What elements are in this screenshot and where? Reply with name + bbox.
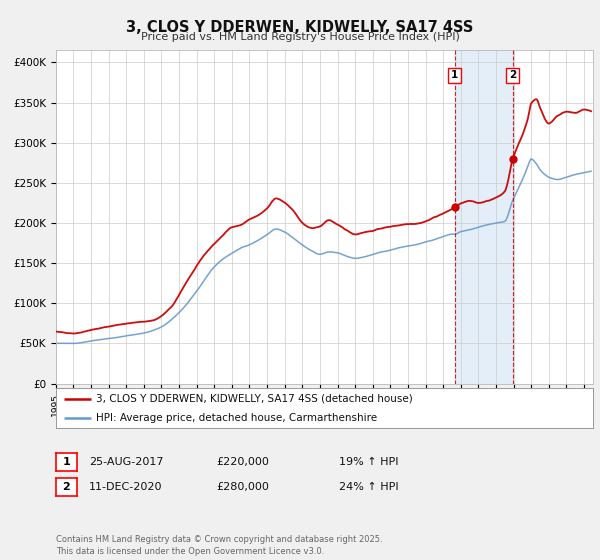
Text: £280,000: £280,000 <box>216 482 269 492</box>
Text: 3, CLOS Y DDERWEN, KIDWELLY, SA17 4SS (detached house): 3, CLOS Y DDERWEN, KIDWELLY, SA17 4SS (d… <box>96 394 413 404</box>
Text: 25-AUG-2017: 25-AUG-2017 <box>89 457 163 467</box>
Bar <box>455 50 512 384</box>
Text: 24% ↑ HPI: 24% ↑ HPI <box>339 482 398 492</box>
Text: 2: 2 <box>62 482 70 492</box>
Text: 11-DEC-2020: 11-DEC-2020 <box>89 482 162 492</box>
Text: 3, CLOS Y DDERWEN, KIDWELLY, SA17 4SS: 3, CLOS Y DDERWEN, KIDWELLY, SA17 4SS <box>127 20 473 35</box>
Text: 1: 1 <box>451 71 458 81</box>
Text: 2: 2 <box>509 71 517 81</box>
Text: Contains HM Land Registry data © Crown copyright and database right 2025.
This d: Contains HM Land Registry data © Crown c… <box>56 535 382 556</box>
Text: HPI: Average price, detached house, Carmarthenshire: HPI: Average price, detached house, Carm… <box>96 413 377 422</box>
Text: 19% ↑ HPI: 19% ↑ HPI <box>339 457 398 467</box>
Text: Price paid vs. HM Land Registry's House Price Index (HPI): Price paid vs. HM Land Registry's House … <box>140 32 460 43</box>
Text: 1: 1 <box>62 457 70 467</box>
Text: £220,000: £220,000 <box>216 457 269 467</box>
